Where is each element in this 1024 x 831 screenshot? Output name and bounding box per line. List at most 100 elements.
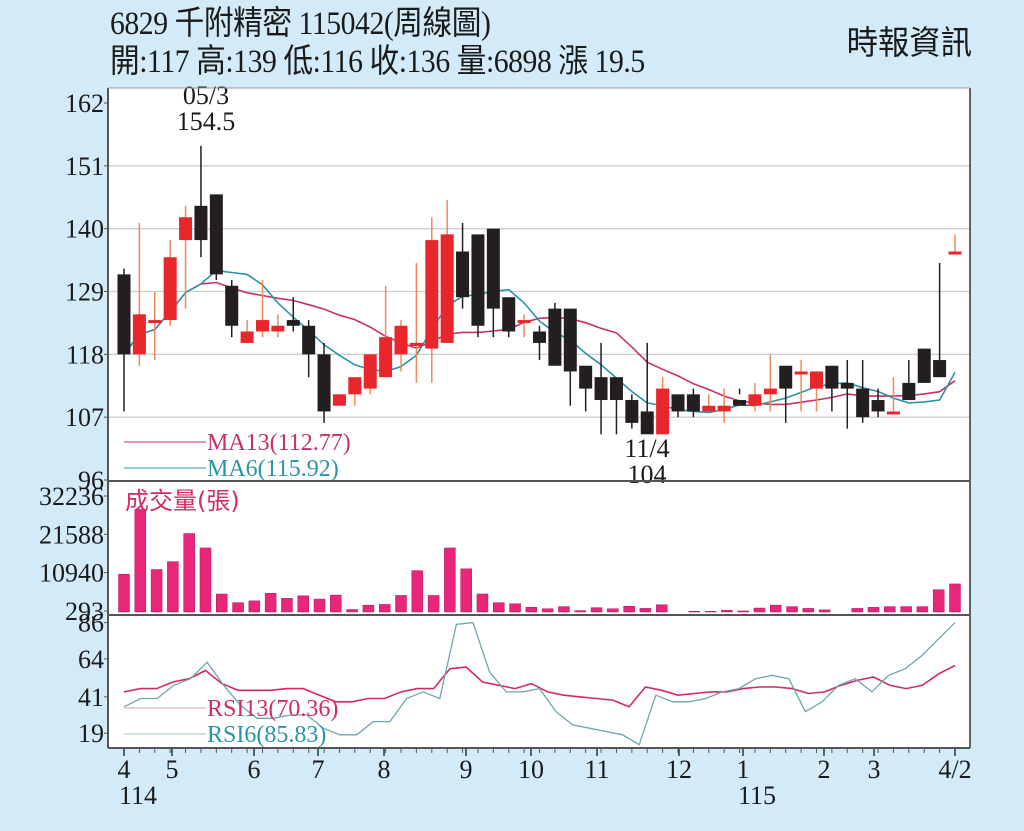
volume-tick: 32236 bbox=[39, 482, 104, 511]
volume-bar bbox=[558, 606, 570, 613]
candle bbox=[240, 320, 254, 343]
price-tick: 107 bbox=[65, 403, 104, 432]
volume-bar bbox=[753, 607, 766, 613]
volume-title: 成交量(張) bbox=[125, 487, 240, 515]
candle bbox=[763, 354, 777, 412]
price-tick: 151 bbox=[65, 152, 104, 181]
volume-bar bbox=[297, 595, 309, 613]
candle bbox=[502, 297, 516, 338]
volume-bar bbox=[460, 568, 472, 613]
volume-bar bbox=[574, 610, 586, 613]
volume-bar bbox=[867, 607, 880, 613]
candle bbox=[702, 394, 716, 412]
volume-bar bbox=[427, 595, 440, 613]
volume-bar bbox=[493, 602, 505, 613]
candle bbox=[317, 342, 331, 423]
price-tick: 162 bbox=[65, 89, 104, 118]
rsi13-legend: RSI13(70.36) bbox=[207, 696, 338, 722]
volume-bar bbox=[721, 609, 733, 613]
x-tick-label: 4/2 bbox=[938, 755, 971, 784]
candle bbox=[625, 394, 639, 429]
rsi6-legend: RSI6(85.83) bbox=[207, 722, 326, 748]
volume-bar bbox=[248, 600, 261, 613]
price-panel bbox=[108, 88, 970, 480]
x-tick-label: 4 bbox=[118, 755, 131, 784]
volume-bar bbox=[118, 573, 130, 613]
candle bbox=[456, 222, 470, 309]
candle bbox=[856, 360, 870, 423]
rsi-tick: 86 bbox=[78, 609, 104, 638]
candle bbox=[671, 394, 685, 418]
candle bbox=[302, 320, 316, 378]
volume-bar bbox=[330, 594, 342, 613]
x-year-label: 114 bbox=[119, 781, 157, 810]
volume-bars bbox=[118, 509, 961, 613]
ma13-legend: MA13(112.77) bbox=[207, 430, 351, 456]
candle bbox=[440, 200, 454, 343]
volume-bar bbox=[590, 607, 603, 613]
rsi-lines bbox=[123, 621, 956, 746]
volume-bar bbox=[509, 603, 521, 613]
gridlines bbox=[108, 165, 970, 418]
source-label: 時報資訊 bbox=[846, 23, 972, 62]
volume-bar bbox=[900, 606, 912, 613]
price-tick: 96 bbox=[78, 466, 104, 495]
price-tick: 118 bbox=[66, 340, 104, 369]
candle bbox=[917, 348, 931, 383]
volume-bar bbox=[281, 598, 293, 613]
volume-bar bbox=[932, 589, 945, 613]
ma6-legend: MA6(115.92) bbox=[207, 456, 339, 482]
rsi-tick: 64 bbox=[78, 645, 104, 674]
volume-bar bbox=[786, 606, 798, 613]
volume-bar bbox=[183, 533, 195, 613]
candle bbox=[132, 222, 146, 366]
candlesticks bbox=[117, 145, 962, 435]
volume-bar bbox=[949, 583, 961, 613]
candle bbox=[717, 388, 731, 423]
volume-bar bbox=[607, 608, 619, 613]
candle bbox=[933, 262, 947, 378]
high-value-label: 154.5 bbox=[177, 107, 236, 136]
candle bbox=[286, 297, 300, 332]
candle bbox=[363, 354, 377, 395]
candle bbox=[486, 228, 500, 338]
candle bbox=[563, 308, 577, 406]
volume-tick: 10940 bbox=[39, 559, 104, 588]
candle bbox=[117, 268, 131, 412]
x-tick-label: 6 bbox=[248, 755, 261, 784]
volume-bar bbox=[232, 602, 244, 613]
candle bbox=[871, 388, 885, 418]
price-tick: 140 bbox=[65, 215, 104, 244]
candle bbox=[179, 205, 193, 309]
volume-bar bbox=[362, 604, 375, 613]
x-tick-label: 3 bbox=[868, 755, 881, 784]
volume-bar bbox=[851, 608, 863, 613]
candle bbox=[409, 262, 423, 383]
volume-bar bbox=[916, 606, 929, 613]
candle bbox=[948, 234, 962, 255]
volume-bar bbox=[541, 608, 554, 613]
volume-bar bbox=[884, 606, 896, 613]
volume-bar bbox=[346, 609, 358, 613]
low-value-label: 104 bbox=[628, 460, 667, 489]
volume-bar bbox=[411, 570, 424, 613]
candle bbox=[256, 280, 269, 338]
candle bbox=[779, 365, 793, 423]
volume-bar bbox=[688, 611, 701, 613]
candle bbox=[148, 291, 162, 361]
volume-bar bbox=[444, 547, 456, 613]
low-date-label: 11/4 bbox=[624, 434, 669, 463]
volume-bar bbox=[818, 609, 831, 613]
x-tick-label: 10 bbox=[518, 755, 544, 784]
candle bbox=[886, 377, 900, 415]
candle bbox=[517, 314, 531, 338]
candle bbox=[548, 302, 562, 366]
rsi-tick: 19 bbox=[78, 719, 104, 748]
candle bbox=[609, 377, 623, 435]
high-date-label: 05/3 bbox=[183, 81, 229, 110]
volume-bar bbox=[167, 561, 179, 613]
volume-bar bbox=[639, 608, 652, 613]
rsi-panel bbox=[108, 616, 970, 748]
volume-bar bbox=[623, 605, 635, 613]
